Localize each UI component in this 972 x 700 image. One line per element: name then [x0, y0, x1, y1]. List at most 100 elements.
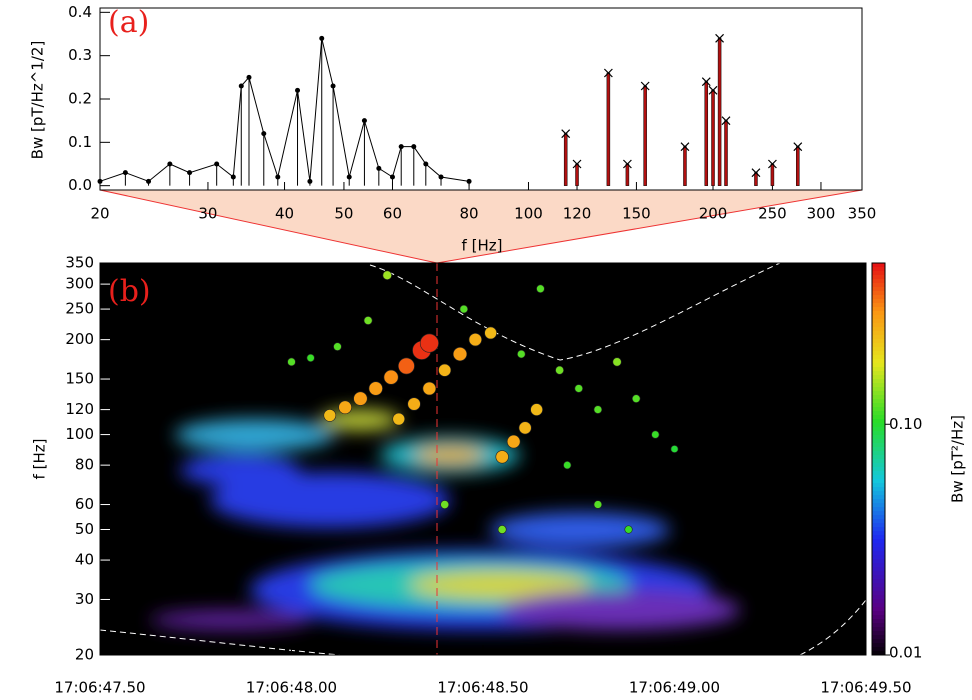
x-tick-label: 17:06:48.00 — [246, 679, 337, 697]
y-tick-label: 0.2 — [68, 90, 92, 108]
y-axis-label: Bw [pT/Hz^1/2] — [29, 41, 47, 160]
colorbar-segment — [872, 283, 885, 288]
colorbar-segment — [872, 339, 885, 344]
point — [631, 394, 641, 403]
point — [361, 118, 367, 124]
peak-marker — [751, 168, 761, 178]
y-tick-label: 100 — [65, 425, 94, 443]
peak-marker — [721, 116, 731, 126]
colorbar-label: Bw [pT²/Hz] — [949, 415, 967, 503]
colorbar-segment — [872, 507, 885, 512]
x-tick-label: 17:06:47.50 — [54, 679, 145, 697]
colorbar-segment — [872, 519, 885, 524]
colorbar-segment — [872, 375, 885, 380]
point — [468, 333, 482, 347]
x-tick-label: 17:06:48.50 — [437, 679, 528, 697]
colorbar-segment — [872, 499, 885, 504]
colorbar-segment — [872, 271, 885, 276]
colorbar-segment — [872, 595, 885, 600]
y-tick-label: 40 — [75, 551, 94, 569]
colorbar-segment — [872, 427, 885, 432]
colorbar-segment — [872, 275, 885, 280]
y-tick-label: 0.3 — [68, 46, 92, 64]
point — [555, 365, 564, 375]
colorbar-segment — [872, 455, 885, 460]
peak-bar — [796, 146, 800, 186]
colorbar-segment — [872, 607, 885, 612]
peak-marker — [793, 142, 803, 152]
colorbar-segment — [872, 559, 885, 564]
colorbar-segment — [872, 495, 885, 500]
colorbar-segment — [872, 587, 885, 592]
point — [497, 525, 507, 534]
x-axis-label: f [Hz] — [462, 237, 503, 255]
panel-a-frame — [99, 7, 863, 191]
colorbar-segment — [872, 627, 885, 632]
point — [438, 363, 452, 377]
colorbar-segment — [872, 267, 885, 272]
point — [382, 270, 392, 280]
point — [330, 83, 336, 89]
colorbar-segment — [872, 387, 885, 392]
peak-bar — [724, 120, 728, 186]
colorbar-segment — [872, 563, 885, 568]
y-tick-label: 300 — [65, 275, 94, 293]
colorbar-segment — [872, 611, 885, 616]
x-tick-label: 150 — [622, 205, 651, 223]
point — [423, 161, 429, 167]
colorbar-segment — [872, 395, 885, 400]
y-tick-label: 20 — [75, 646, 94, 664]
x-tick-label: 40 — [275, 205, 294, 223]
point — [368, 381, 383, 396]
colorbar-segment — [872, 431, 885, 436]
x-tick-label: 30 — [198, 205, 217, 223]
point — [495, 450, 509, 464]
point — [407, 397, 421, 411]
colorbar-segment — [872, 623, 885, 628]
point — [574, 384, 583, 393]
colorbar-segment — [872, 555, 885, 560]
point — [506, 434, 521, 449]
peak-bar — [704, 81, 709, 186]
point — [398, 357, 415, 375]
point — [530, 403, 543, 416]
point — [295, 87, 301, 93]
y-tick-label: 150 — [65, 370, 94, 388]
colorbar-segment — [872, 391, 885, 396]
point — [97, 178, 103, 184]
colorbar-segment — [872, 443, 885, 448]
colorbar-segment — [872, 327, 885, 332]
panel-b-frame — [99, 262, 867, 656]
point — [593, 500, 603, 509]
panel-label: (a) — [108, 5, 149, 40]
colorbar-segment — [872, 303, 885, 308]
colorbar-segment — [872, 411, 885, 416]
y-tick-label: 0.4 — [68, 3, 92, 21]
peak-marker — [603, 68, 613, 78]
y-axis-label: f [Hz] — [31, 439, 49, 480]
colorbar-segment — [872, 531, 885, 536]
point — [214, 161, 220, 167]
peak-marker — [701, 77, 711, 87]
point — [230, 174, 236, 180]
peak-marker — [561, 129, 571, 139]
colorbar-segment — [872, 307, 885, 312]
colorbar-segment — [872, 647, 885, 652]
point — [452, 346, 468, 362]
colorbar-segment — [872, 367, 885, 372]
colorbar-segment — [872, 511, 885, 516]
colorbar-segment — [872, 535, 885, 540]
peak-bar — [563, 133, 568, 186]
colorbar-segment — [872, 371, 885, 376]
colorbar-segment — [872, 435, 885, 440]
y-tick-label: 50 — [75, 520, 94, 538]
x-tick-label: 100 — [514, 205, 543, 223]
colorbar-segment — [872, 451, 885, 456]
y-tick-label: 60 — [75, 495, 94, 513]
colorbar-segment — [872, 323, 885, 328]
y-tick-label: 250 — [65, 300, 94, 318]
peak-bar — [643, 85, 647, 186]
peak-marker — [708, 85, 718, 95]
colorbar-segment — [872, 515, 885, 520]
x-tick-label: 17:06:49.50 — [820, 679, 911, 697]
